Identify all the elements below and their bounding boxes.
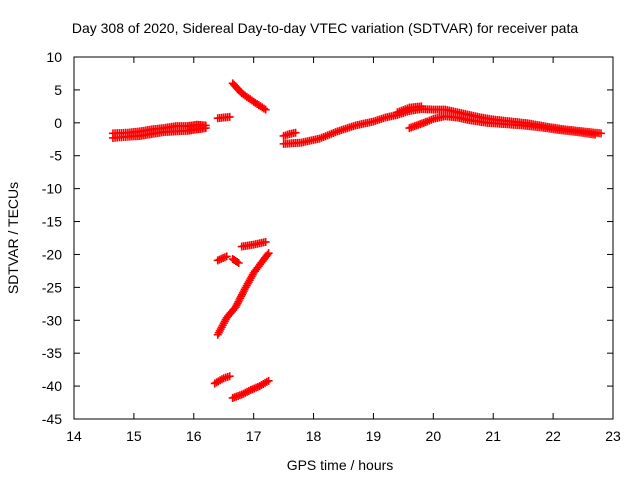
- x-tick-label: 19: [366, 428, 382, 444]
- data-point: [237, 292, 246, 301]
- data-point: [264, 249, 273, 258]
- data-point: [225, 112, 234, 121]
- data-point: [591, 130, 600, 139]
- y-tick-label: 10: [46, 49, 62, 65]
- x-axis: 14 15 16 17 18 19 20 21 22 23: [66, 57, 621, 444]
- data-point: [217, 375, 226, 384]
- plot-frame: [73, 56, 614, 420]
- data-point: [262, 377, 271, 386]
- y-tick-label: 0: [54, 115, 62, 131]
- data-point: [597, 129, 606, 138]
- x-tick-label: 15: [126, 428, 142, 444]
- data-point: [232, 301, 241, 310]
- data-point: [243, 387, 252, 396]
- data-point: [291, 128, 300, 137]
- y-axis-label: SDTVAR / TECUs: [5, 182, 21, 294]
- x-tick-label: 20: [426, 428, 442, 444]
- data-point: [233, 299, 242, 308]
- y-tick-label: -10: [42, 181, 62, 197]
- data-point: [238, 288, 247, 297]
- x-tick-label: 22: [545, 428, 561, 444]
- data-point: [264, 376, 273, 385]
- y-tick-label: -30: [42, 312, 62, 328]
- x-tick-label: 18: [306, 428, 322, 444]
- chart-title: Day 308 of 2020, Sidereal Day-to-day VTE…: [72, 20, 579, 36]
- x-axis-label: GPS time / hours: [287, 457, 394, 473]
- data-point: [261, 105, 270, 114]
- data-point: [237, 390, 246, 399]
- y-tick-label: -15: [42, 214, 62, 230]
- y-tick-label: -45: [42, 411, 62, 427]
- data-point: [233, 258, 242, 267]
- data-point: [239, 389, 248, 398]
- data-point: [237, 290, 246, 299]
- data-point: [234, 259, 243, 268]
- data-point: [259, 104, 268, 113]
- x-tick-label: 21: [485, 428, 501, 444]
- data-point: [244, 386, 253, 395]
- data-point: [261, 237, 270, 246]
- x-tick-label: 16: [186, 428, 202, 444]
- data-point: [241, 388, 250, 397]
- x-tick-label: 14: [66, 428, 82, 444]
- y-tick-label: 5: [54, 82, 62, 98]
- data-point: [234, 297, 243, 306]
- data-point: [201, 121, 210, 130]
- data-point: [236, 294, 245, 303]
- data-point: [225, 372, 234, 381]
- data-point: [417, 102, 426, 111]
- data-point: [263, 250, 272, 259]
- data-point: [231, 303, 240, 312]
- y-tick-label: -5: [50, 148, 63, 164]
- data-point: [222, 252, 231, 261]
- data-points: [108, 79, 606, 402]
- y-tick-label: -35: [42, 345, 62, 361]
- data-point: [235, 296, 244, 305]
- y-tick-label: -20: [42, 246, 62, 262]
- x-tick-label: 17: [246, 428, 262, 444]
- y-axis: 10 5 0 -5 -10 -15 -20 -25 -30 -35 -40 -45: [42, 49, 613, 427]
- x-tick-label: 23: [605, 428, 621, 444]
- y-tick-label: -25: [42, 279, 62, 295]
- y-tick-label: -40: [42, 378, 62, 394]
